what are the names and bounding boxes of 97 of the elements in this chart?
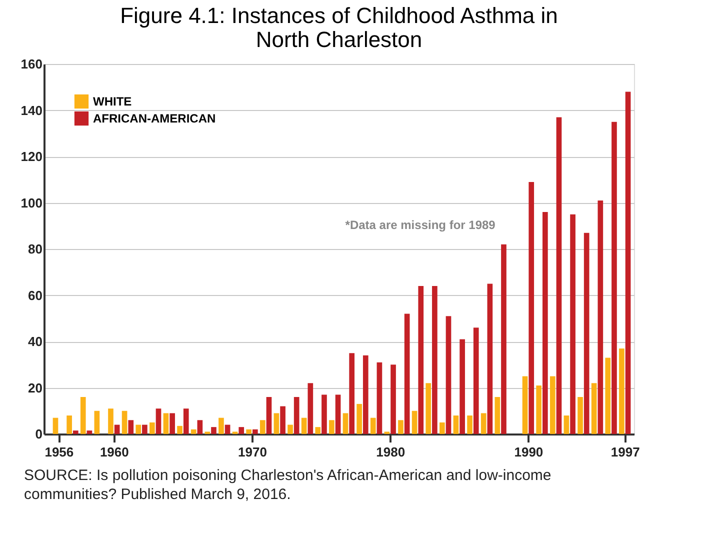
bar (301, 418, 307, 434)
bar (94, 410, 100, 434)
bar (274, 413, 280, 434)
bar (522, 376, 528, 434)
bar (122, 410, 128, 434)
bar (390, 364, 396, 434)
bar (329, 420, 334, 434)
bar (128, 420, 134, 434)
bar (528, 182, 534, 434)
bar (108, 408, 114, 434)
bar (376, 362, 382, 434)
bar (322, 394, 327, 434)
bar (252, 429, 258, 434)
bar (315, 427, 321, 434)
bar (418, 286, 424, 434)
bar (439, 422, 445, 434)
y-tick-label: 0 (35, 426, 42, 442)
annotation: *Data are missing for 1989 (345, 218, 496, 232)
bar (211, 427, 216, 434)
bar (426, 383, 432, 434)
bar (605, 358, 611, 434)
x-tick-label: 1997 (610, 444, 640, 460)
bar (467, 416, 472, 434)
bar (619, 348, 624, 434)
bar (280, 406, 286, 434)
bar (170, 413, 175, 434)
x-tick-label: 1990 (514, 444, 544, 460)
y-tick-label: 20 (28, 380, 42, 396)
bar (460, 339, 465, 434)
bar (584, 232, 590, 434)
x-tick-label: 1956 (44, 444, 74, 460)
bar (156, 408, 162, 434)
legend-label: WHITE (93, 94, 132, 108)
x-tick-label: 1980 (376, 444, 406, 460)
bar (536, 385, 542, 434)
bar (570, 214, 576, 434)
bar (556, 117, 562, 434)
bar (136, 424, 142, 434)
bar (142, 424, 148, 434)
bar (197, 420, 203, 434)
bar (218, 418, 224, 434)
bar (163, 413, 169, 434)
bar (480, 413, 486, 434)
bar (308, 383, 314, 434)
bar (501, 244, 506, 434)
bar (398, 420, 404, 434)
bar (446, 316, 452, 434)
y-tick-label: 140 (20, 102, 42, 118)
legend-label: AFRICAN-AMERICAN (93, 112, 216, 126)
bar (542, 212, 548, 434)
bar (66, 416, 72, 434)
y-tick-label: 60 (28, 288, 42, 303)
x-tick-label: 1960 (100, 444, 129, 460)
bar (190, 429, 196, 434)
bar (238, 427, 244, 434)
bar (612, 122, 617, 434)
bar (260, 420, 266, 434)
bar (349, 353, 355, 434)
bar (404, 314, 410, 434)
source-note: SOURCE: Is pollution poisoning Charleston's African-American and low-income communities? Published March 9, 2016. (24, 467, 552, 503)
bar (86, 430, 92, 434)
x-tick-label: 1970 (238, 444, 267, 460)
bar (80, 397, 86, 434)
bar (550, 376, 556, 434)
bar (453, 416, 459, 434)
bar (266, 397, 272, 434)
bar (177, 426, 182, 434)
bar (598, 200, 604, 434)
y-tick-label: 40 (28, 334, 42, 349)
bar (487, 284, 493, 434)
y-tick-label: 160 (20, 56, 42, 72)
bar (294, 397, 300, 434)
bar (473, 328, 479, 434)
bar (625, 92, 631, 434)
bar (362, 355, 368, 434)
bar (564, 416, 570, 434)
bar (494, 397, 500, 434)
bar (288, 424, 293, 434)
bar (335, 394, 341, 434)
bar (370, 418, 376, 434)
bar (591, 383, 597, 434)
y-tick-label: 100 (20, 195, 42, 210)
bar (183, 408, 189, 434)
bar (432, 286, 438, 434)
bar (246, 429, 252, 434)
bar (114, 424, 120, 434)
y-tick-label: 80 (28, 242, 42, 256)
chart-title: Figure 4.1: Instances of Childhood Asthma in North Charleston (120, 3, 558, 52)
bar (224, 424, 230, 434)
bar (412, 410, 418, 434)
bar (52, 418, 58, 434)
bar (149, 422, 155, 434)
y-tick-label: 120 (20, 149, 42, 164)
bar (356, 404, 362, 434)
bar (342, 413, 348, 434)
bar (578, 397, 583, 434)
bar (72, 430, 78, 434)
